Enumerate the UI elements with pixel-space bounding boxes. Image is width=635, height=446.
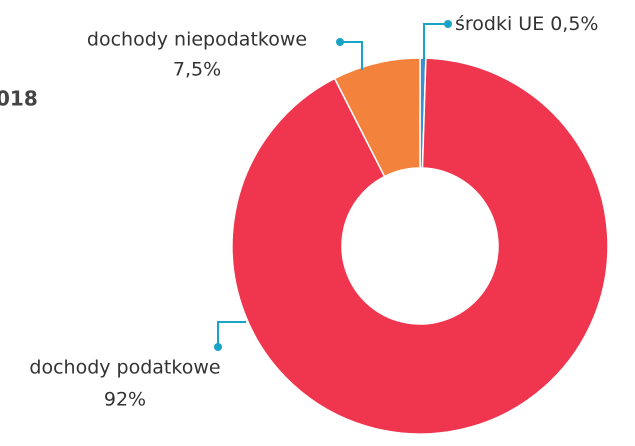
slice-value-label: 7,5%	[173, 59, 221, 81]
leader-line	[423, 23, 448, 60]
leader-line	[217, 321, 246, 347]
slice-value-label: 0,5%	[550, 13, 598, 35]
donut-slice	[333, 57, 421, 178]
leader-dot	[444, 20, 452, 28]
leader-dot	[214, 343, 222, 351]
slice-label: dochody podatkowe	[29, 357, 220, 379]
slice-name: środki UE	[455, 13, 544, 35]
leader-dot	[336, 38, 344, 46]
donut-slice	[231, 57, 609, 435]
slice-label: środki UE 0,5%	[455, 13, 599, 35]
chart-title: 018	[0, 87, 38, 111]
slice-value-label: 92%	[104, 389, 146, 411]
slice-label: dochody niepodatkowe	[87, 29, 307, 51]
leader-line	[340, 41, 363, 70]
